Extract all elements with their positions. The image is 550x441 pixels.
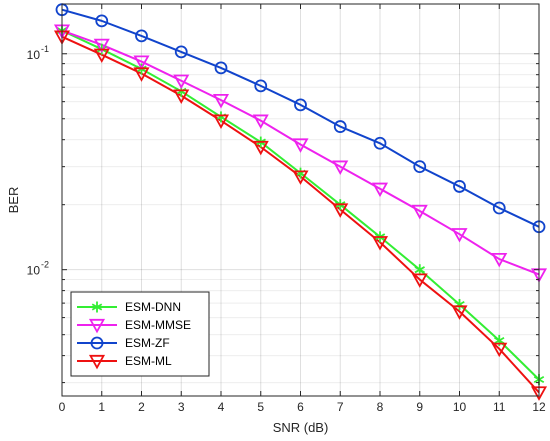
x-tick-label: 3 xyxy=(178,400,185,414)
data-point-esm-mmse xyxy=(212,94,230,109)
data-point-esm-zf xyxy=(453,180,466,193)
data-point-esm-zf xyxy=(214,61,228,75)
data-point-esm-ml xyxy=(212,114,230,130)
x-tick-labels: 0 1 2 3 4 5 6 7 8 9 10 11 12 xyxy=(59,400,546,414)
x-tick-label: 9 xyxy=(416,400,423,414)
data-point-esm-ml xyxy=(133,67,150,82)
asterisk-stroke xyxy=(91,303,103,311)
data-point-esm-mmse xyxy=(411,204,428,220)
data-point-esm-mmse xyxy=(133,55,150,70)
data-point-esm-mmse xyxy=(292,138,309,153)
asterisk-stroke xyxy=(414,266,425,274)
x-tick-label: 8 xyxy=(377,400,384,414)
y-tick-label-exponent: -2 xyxy=(41,260,49,270)
data-point-esm-ml xyxy=(411,273,428,288)
data-point-esm-zf xyxy=(95,14,109,28)
x-tick-label: 6 xyxy=(297,400,304,414)
data-point-esm-ml xyxy=(332,203,349,218)
legend-marker-esm-mmse xyxy=(88,318,106,334)
data-point-esm-zf xyxy=(492,201,506,215)
legend-label-esm-dnn: ESM-DNN xyxy=(125,300,181,314)
legend-marker-esm-zf xyxy=(90,336,104,350)
asterisk-stroke xyxy=(494,336,505,345)
data-point-esm-ml xyxy=(451,305,468,320)
data-point-esm-zf xyxy=(174,45,188,59)
data-point-esm-dnn xyxy=(414,264,425,276)
legend-label-esm-mmse: ESM-MMSE xyxy=(125,318,191,332)
x-tick-label: 1 xyxy=(98,400,105,414)
x-tick-label: 4 xyxy=(218,400,225,414)
data-point-esm-ml xyxy=(93,48,110,64)
series-line-esm-zf xyxy=(61,8,540,228)
legend: ESM-DNN ESM-MMSE ESM-ZF ESM-ML xyxy=(70,291,210,377)
legend-marker-esm-ml xyxy=(88,354,106,370)
data-point-esm-mmse xyxy=(451,228,468,243)
data-point-esm-mmse xyxy=(491,252,508,268)
data-point-esm-zf xyxy=(254,79,268,93)
x-tick-label: 11 xyxy=(493,400,506,414)
y-tick-label: 10 xyxy=(27,48,41,62)
x-tick-label: 7 xyxy=(337,400,344,414)
asterisk-stroke xyxy=(176,87,187,95)
y-tick-label: 10 xyxy=(27,264,41,278)
data-point-esm-zf xyxy=(294,98,307,112)
tick-marks xyxy=(61,4,540,396)
data-point-esm-ml xyxy=(173,89,190,104)
data-point-esm-ml xyxy=(292,170,309,185)
x-tick-label: 0 xyxy=(59,400,66,414)
legend-marker-esm-dnn xyxy=(91,301,103,313)
data-point-esm-ml xyxy=(491,342,508,358)
x-axis-label: SNR (dB) xyxy=(273,420,329,435)
legend-label-esm-zf: ESM-ZF xyxy=(125,336,170,350)
data-point-esm-zf xyxy=(333,120,347,133)
x-tick-label: 12 xyxy=(532,400,546,414)
series-line-esm-mmse xyxy=(61,29,540,276)
data-point-esm-mmse xyxy=(252,114,269,130)
x-tick-label: 10 xyxy=(453,400,467,414)
y-axis-label: BER xyxy=(6,187,21,214)
data-point-esm-mmse xyxy=(371,182,389,198)
data-point-esm-zf xyxy=(413,160,427,174)
x-tick-label: 5 xyxy=(257,400,264,414)
data-point-esm-zf xyxy=(373,136,387,150)
data-point-esm-ml xyxy=(252,140,269,156)
legend-label-esm-ml: ESM-ML xyxy=(125,354,172,368)
data-point-esm-mmse xyxy=(173,74,190,90)
data-point-esm-zf xyxy=(135,29,148,43)
x-tick-label: 2 xyxy=(138,400,145,414)
data-point-esm-ml xyxy=(371,236,389,251)
y-tick-labels: 10-210-1 xyxy=(27,44,49,278)
y-tick-label-exponent: -1 xyxy=(41,44,49,54)
data-point-esm-mmse xyxy=(332,160,349,176)
data-point-esm-mmse xyxy=(93,38,110,54)
